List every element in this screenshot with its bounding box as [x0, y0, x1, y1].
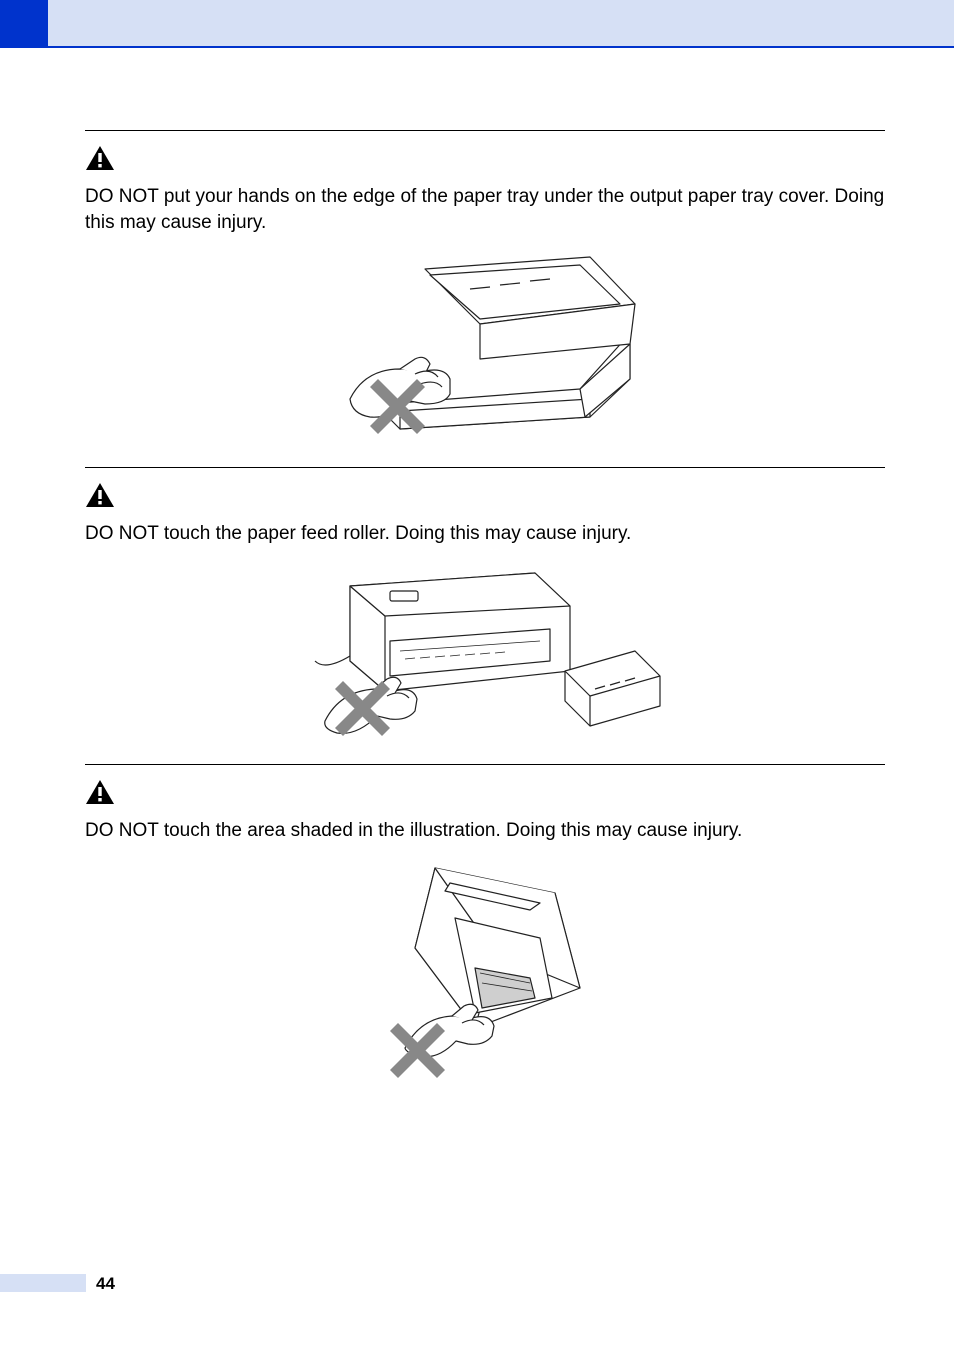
- warning-triangle-icon: [85, 482, 115, 508]
- warning-text: DO NOT put your hands on the edge of the…: [85, 184, 885, 235]
- warning-section-3: DO NOT touch the area shaded in the illu…: [85, 765, 885, 1088]
- content-area: DO NOT put your hands on the edge of the…: [85, 130, 885, 1106]
- page-number-bar: [0, 1274, 86, 1292]
- warning-text: DO NOT touch the paper feed roller. Doin…: [85, 521, 885, 547]
- x-mark-icon: [370, 379, 425, 434]
- x-mark-icon: [335, 681, 390, 736]
- illustration-shaded-area: [380, 858, 590, 1088]
- warning-triangle-icon: [85, 779, 115, 805]
- warning-section-1: DO NOT put your hands on the edge of the…: [85, 131, 885, 449]
- page-number: 44: [96, 1274, 115, 1294]
- x-mark-icon: [390, 1023, 445, 1078]
- illustration-wrap: [85, 858, 885, 1088]
- warning-triangle-icon: [85, 145, 115, 171]
- illustration-wrap: [85, 249, 885, 449]
- warning-section-2: DO NOT touch the paper feed roller. Doin…: [85, 468, 885, 746]
- header-left-accent: [0, 0, 48, 48]
- illustration-wrap: [85, 561, 885, 746]
- warning-text: DO NOT touch the area shaded in the illu…: [85, 818, 885, 844]
- illustration-hand-tray: [330, 249, 640, 449]
- illustration-feed-roller: [295, 561, 675, 746]
- page-root: DO NOT put your hands on the edge of the…: [0, 0, 954, 1348]
- header-top-band: [48, 0, 954, 48]
